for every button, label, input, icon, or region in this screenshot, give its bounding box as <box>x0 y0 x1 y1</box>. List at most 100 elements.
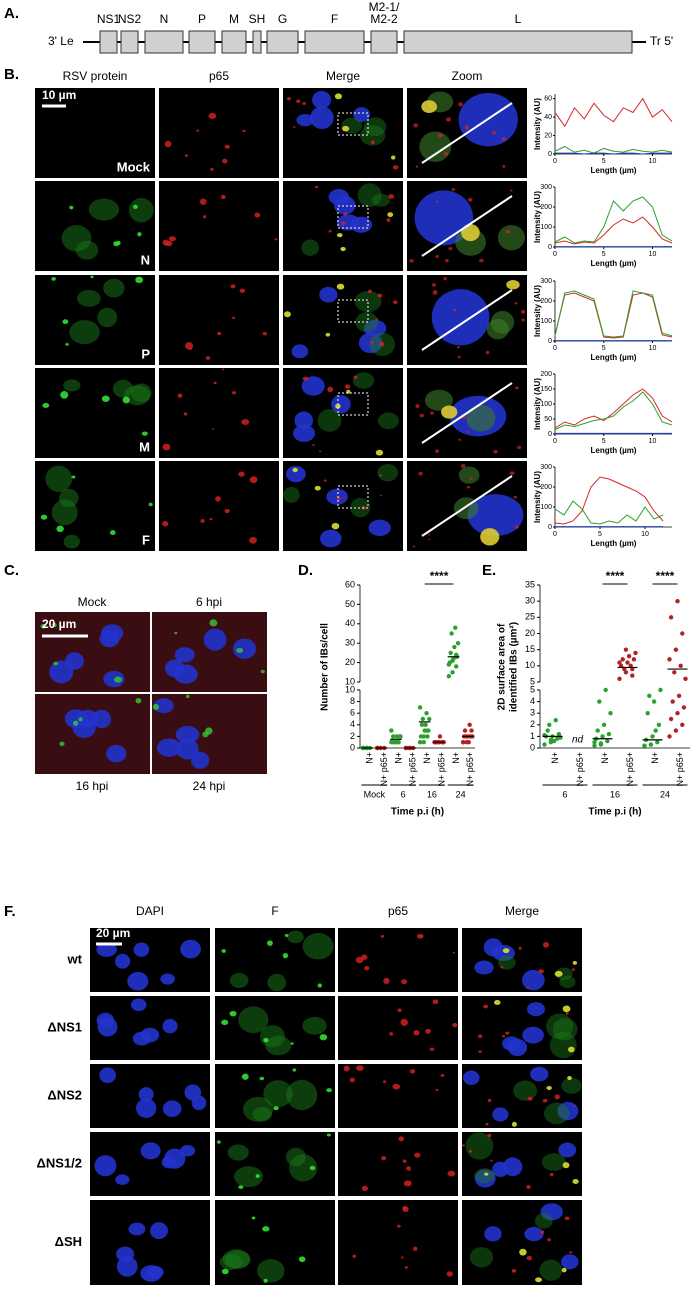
micrograph <box>407 181 527 271</box>
data-point <box>449 631 454 636</box>
x-axis-label: Length (µm) <box>591 446 637 455</box>
data-point <box>398 734 403 739</box>
blob <box>263 1278 268 1283</box>
micrograph <box>338 1200 458 1285</box>
data-point <box>425 734 430 739</box>
blob <box>518 946 522 950</box>
blob <box>185 342 194 350</box>
y-tick-label: 0 <box>350 742 355 752</box>
blob <box>135 276 144 284</box>
blob <box>94 1155 117 1177</box>
data-point <box>642 743 647 748</box>
blob <box>350 498 371 518</box>
blob <box>184 154 189 157</box>
blob <box>355 956 364 964</box>
blob <box>221 368 225 371</box>
blob <box>519 1248 527 1256</box>
gene-box <box>120 30 139 54</box>
blob <box>42 402 50 408</box>
data-point <box>469 728 474 733</box>
blob <box>565 1012 569 1015</box>
blob <box>221 1019 229 1026</box>
gene-box <box>370 30 398 54</box>
blob <box>335 403 341 409</box>
blob <box>421 100 437 114</box>
micrograph <box>338 996 458 1060</box>
blob <box>96 1012 115 1028</box>
blob <box>453 308 456 312</box>
blob <box>510 189 513 192</box>
data-point <box>673 647 679 652</box>
blob <box>396 1224 401 1228</box>
blob <box>255 1174 260 1179</box>
blob <box>465 1132 494 1160</box>
category-label: N+ p65+ <box>675 752 685 787</box>
blob <box>296 114 314 127</box>
micrograph <box>462 1200 582 1285</box>
blob <box>262 1226 270 1232</box>
data-point <box>631 657 637 662</box>
data-point <box>668 716 674 722</box>
blob <box>301 376 325 396</box>
blob <box>474 960 494 975</box>
blob <box>352 372 375 389</box>
blob <box>221 1268 229 1275</box>
blob <box>364 965 370 971</box>
profile-line <box>421 382 513 444</box>
blob <box>389 1032 394 1036</box>
blob <box>326 1088 333 1093</box>
blob <box>413 1029 420 1036</box>
blob <box>452 951 456 954</box>
blob <box>317 409 342 432</box>
blob <box>363 319 387 337</box>
blob <box>428 538 431 541</box>
gene-box <box>221 30 247 54</box>
blob <box>103 670 125 688</box>
y-tick-label: 20 <box>544 132 552 139</box>
micrograph <box>215 996 335 1060</box>
blob <box>249 536 257 544</box>
data-point <box>617 660 622 665</box>
blob <box>312 444 315 447</box>
column-header: Merge <box>326 69 360 83</box>
x-tick-label: 0 <box>553 158 557 165</box>
y-axis-label: Intensity (AU) <box>533 378 542 430</box>
panel-label: D. <box>298 562 313 579</box>
micrograph <box>90 1132 210 1196</box>
category-label: N+ p65+ <box>408 752 418 787</box>
profile-line <box>421 195 513 257</box>
blob <box>133 204 138 210</box>
genome-end: Tr 5' <box>650 34 673 48</box>
blob <box>180 1145 196 1157</box>
scale-bar-label: 20 µm <box>42 617 76 631</box>
blob <box>444 258 449 263</box>
blob <box>469 1247 494 1268</box>
micrograph <box>338 1064 458 1128</box>
blob <box>202 731 209 738</box>
data-point <box>605 738 610 744</box>
blob <box>397 1008 402 1013</box>
blob <box>443 277 447 281</box>
x-axis-label: Length (µm) <box>591 259 637 268</box>
image-background <box>35 368 155 458</box>
gene-label: P <box>198 12 206 26</box>
blob <box>137 232 142 237</box>
y-tick-label: 0 <box>548 244 552 251</box>
blob <box>216 1140 221 1144</box>
blob <box>502 948 510 954</box>
y-tick-label: 2 <box>350 731 355 741</box>
micrograph <box>152 694 267 774</box>
blob <box>302 932 334 960</box>
not-determined: nd <box>572 735 584 746</box>
row-label: M <box>139 439 150 454</box>
blob <box>383 977 390 984</box>
blob <box>128 197 154 223</box>
condition-label: Mock <box>78 595 108 609</box>
zoom-box <box>337 112 369 136</box>
blob <box>344 384 351 389</box>
blob <box>296 99 301 104</box>
micrograph <box>35 612 150 692</box>
micrograph <box>283 181 403 271</box>
blob <box>497 955 516 970</box>
blob <box>527 1002 545 1017</box>
